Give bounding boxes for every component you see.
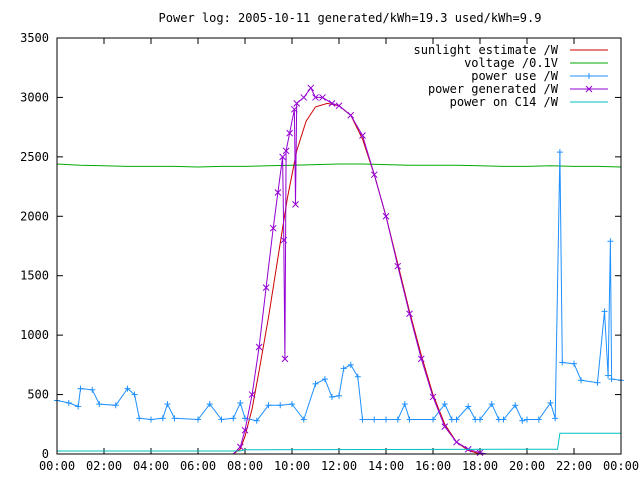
point-marker: [255, 343, 263, 351]
point-marker: [585, 85, 593, 93]
series-line: [57, 432, 621, 452]
y-tick-label: 500: [27, 388, 49, 402]
y-tick-label: 3500: [20, 31, 49, 45]
y-tick-label: 3000: [20, 90, 49, 104]
x-tick-label: 02:00: [86, 459, 122, 473]
point-marker: [312, 94, 319, 101]
point-marker: [280, 236, 288, 244]
series-line: [57, 86, 621, 455]
point-marker: [269, 224, 277, 232]
y-tick-label: 2000: [20, 209, 49, 223]
series-line: [56, 152, 622, 422]
point-marker: [282, 147, 290, 155]
series-line: [56, 163, 622, 168]
x-tick-label: 10:00: [274, 459, 310, 473]
x-tick-label: 00:00: [603, 459, 639, 473]
point-marker: [290, 105, 298, 113]
x-tick-label: 18:00: [462, 459, 498, 473]
point-marker: [417, 355, 425, 363]
point-marker: [406, 310, 413, 318]
x-tick-label: 06:00: [180, 459, 216, 473]
point-marker: [429, 393, 437, 401]
plot-frame: [56, 37, 622, 455]
point-marker: [453, 438, 460, 446]
point-marker: [359, 132, 366, 139]
point-marker: [328, 100, 336, 107]
point-marker: [262, 284, 270, 291]
series-layer: [54, 84, 624, 457]
series-2: [54, 149, 624, 424]
x-axis-ticks: 00:00 02:00 04:00 06:00 08:00 10:00 12:00 14:00…: [39, 38, 639, 473]
point-marker: [307, 84, 315, 92]
x-tick-label: 20:00: [509, 459, 545, 473]
point-marker: [382, 212, 390, 220]
legend-label: power generated /W: [428, 82, 559, 96]
point-marker: [274, 189, 282, 196]
x-tick-label: 12:00: [321, 459, 357, 473]
point-marker: [370, 171, 378, 179]
point-marker: [248, 391, 256, 398]
point-marker: [441, 423, 449, 431]
y-tick-label: 1000: [20, 328, 49, 342]
series-1: [56, 163, 622, 168]
series-line: [233, 102, 621, 455]
legend-label: power use /W: [471, 69, 558, 83]
series-0: [233, 102, 621, 455]
y-tick-label: 1500: [20, 269, 49, 283]
legend-label: sunlight estimate /W: [414, 43, 559, 57]
point-marker: [319, 94, 326, 101]
x-tick-label: 04:00: [133, 459, 169, 473]
x-tick-label: 16:00: [415, 459, 451, 473]
legend-label: power on C14 /W: [450, 95, 559, 109]
point-marker: [293, 100, 301, 107]
x-tick-label: 00:00: [39, 459, 75, 473]
point-marker: [236, 443, 244, 451]
y-axis-ticks: 0 500 1000 1500 2000 2500 3000 3500: [20, 31, 621, 461]
x-tick-label: 14:00: [368, 459, 404, 473]
point-marker: [335, 102, 343, 110]
point-marker: [300, 94, 308, 101]
chart-title: Power log: 2005-10-11 generated/kWh=19.3…: [159, 11, 542, 25]
legend-label: voltage /0.1V: [464, 56, 558, 70]
y-tick-label: 2500: [20, 150, 49, 164]
series-3: [57, 84, 621, 457]
point-marker: [241, 426, 249, 434]
point-marker: [279, 153, 286, 161]
point-marker: [292, 201, 299, 208]
series-4: [57, 432, 621, 452]
point-marker: [281, 355, 289, 363]
point-marker: [286, 129, 294, 137]
y-tick-label: 0: [42, 447, 49, 461]
x-tick-label: 08:00: [227, 459, 263, 473]
point-marker: [476, 449, 484, 457]
x-tick-label: 22:00: [556, 459, 592, 473]
point-marker: [347, 111, 355, 119]
point-marker: [394, 262, 402, 270]
